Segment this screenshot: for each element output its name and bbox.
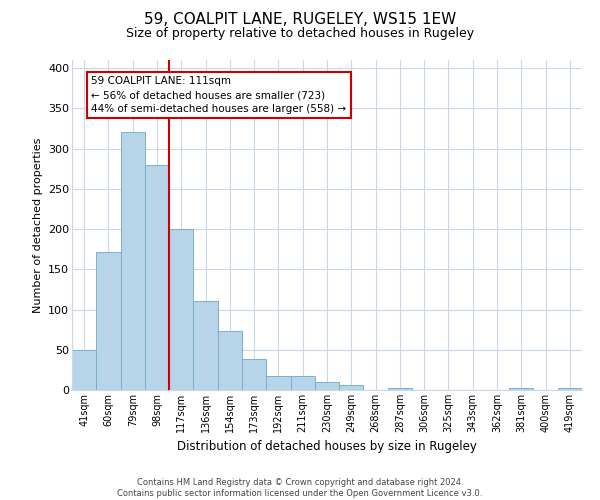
Bar <box>339 385 364 390</box>
Bar <box>121 132 145 390</box>
Bar <box>558 388 582 390</box>
Bar <box>290 376 315 390</box>
Y-axis label: Number of detached properties: Number of detached properties <box>32 138 43 312</box>
Bar <box>218 331 242 390</box>
Bar <box>388 388 412 390</box>
Bar <box>145 164 169 390</box>
Bar <box>315 382 339 390</box>
Bar <box>509 388 533 390</box>
Bar <box>96 252 121 390</box>
Text: Size of property relative to detached houses in Rugeley: Size of property relative to detached ho… <box>126 28 474 40</box>
Bar <box>169 229 193 390</box>
Text: 59, COALPIT LANE, RUGELEY, WS15 1EW: 59, COALPIT LANE, RUGELEY, WS15 1EW <box>144 12 456 28</box>
Bar <box>193 302 218 390</box>
Text: 59 COALPIT LANE: 111sqm
← 56% of detached houses are smaller (723)
44% of semi-d: 59 COALPIT LANE: 111sqm ← 56% of detache… <box>91 76 347 114</box>
Bar <box>266 376 290 390</box>
Bar <box>72 350 96 390</box>
X-axis label: Distribution of detached houses by size in Rugeley: Distribution of detached houses by size … <box>177 440 477 454</box>
Text: Contains HM Land Registry data © Crown copyright and database right 2024.
Contai: Contains HM Land Registry data © Crown c… <box>118 478 482 498</box>
Bar <box>242 358 266 390</box>
